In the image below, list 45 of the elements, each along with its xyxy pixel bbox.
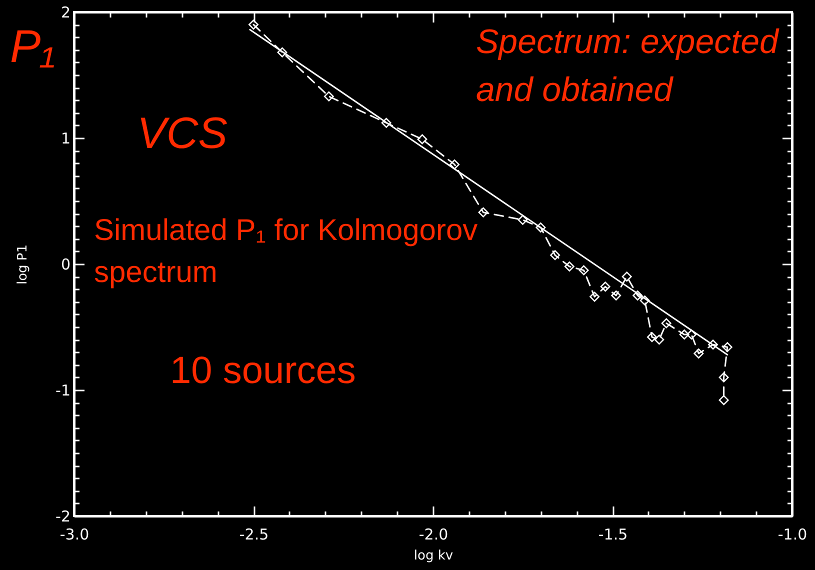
x-tick-label: -3.0 [60, 526, 90, 544]
point [536, 222, 546, 232]
point [718, 395, 729, 406]
x-tick-label: -2.0 [418, 526, 448, 544]
point [722, 342, 732, 352]
point [277, 47, 288, 58]
y-tick-label: 1 [60, 130, 70, 148]
point [518, 214, 528, 225]
point [708, 340, 718, 350]
x-axis-title: log kv [414, 548, 454, 564]
point [632, 290, 643, 300]
x-tick-label: -1.5 [598, 526, 628, 544]
point [679, 330, 690, 340]
x-tick-label: -1.0 [778, 526, 808, 544]
y-axis-title: log P1 [16, 244, 31, 285]
point [381, 118, 392, 128]
point [324, 91, 334, 102]
point [564, 262, 574, 272]
point [600, 282, 610, 292]
point [622, 272, 632, 282]
annotation: VCS [137, 109, 228, 158]
point [694, 348, 704, 358]
annotation: Spectrum: expected and obtained [476, 23, 780, 109]
point [417, 134, 428, 144]
x-tick-label: -2.5 [239, 526, 269, 544]
point [611, 290, 622, 300]
point [478, 207, 488, 218]
point [248, 20, 258, 30]
point [550, 250, 560, 260]
point [450, 159, 460, 170]
y-tick-label: -1 [56, 382, 70, 400]
y-tick-label: 2 [60, 4, 70, 22]
point [661, 318, 672, 328]
y-tick-label: -2 [56, 508, 70, 526]
point [640, 296, 650, 306]
y-tick-label: 0 [60, 256, 70, 274]
point [647, 332, 657, 342]
point [654, 334, 664, 345]
point [686, 330, 696, 340]
annotation: 10 sources [170, 350, 356, 392]
point [578, 265, 589, 276]
text: P₁ [10, 20, 56, 72]
point [718, 372, 729, 382]
annotation: Simulated P₁ for Kolmogorov spectrum [94, 214, 478, 289]
point [590, 292, 600, 302]
